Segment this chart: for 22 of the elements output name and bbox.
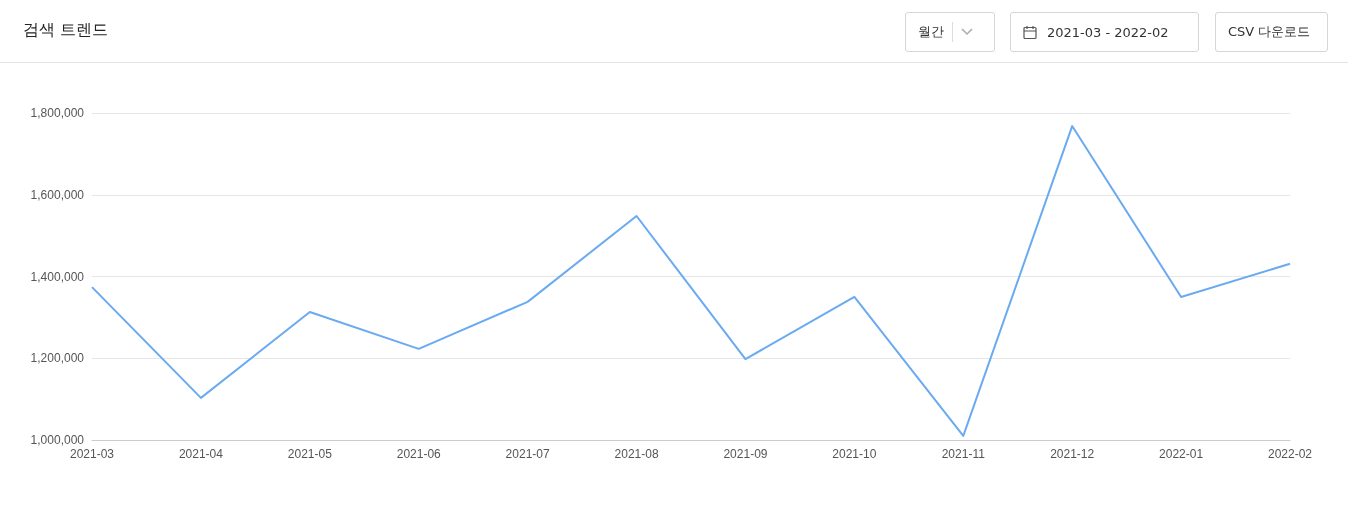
y-tick-label: 1,800,000 [30,106,85,120]
text: 월간 [918,23,944,41]
x-tick-label: 2021-04 [178,447,224,461]
x-tick-label: 2021-07 [505,447,550,461]
line-series [91,125,1291,437]
x-tick-label: 2021-12 [1050,447,1095,461]
x-tick-label: 2021-08 [614,447,659,461]
x-tick-label: 2021-03 [69,447,115,461]
y-tick-label: 1,600,000 [30,187,85,202]
x-tick-label: 2021-06 [396,447,442,461]
y-tick-label: 1,200,000 [30,351,85,366]
x-tick-label: 2021-10 [832,447,877,461]
text: CSV 다운로드 [1228,23,1311,41]
x-tick-label: 2021-09 [723,447,768,461]
x-tick-label: 2022-02 [1267,447,1313,461]
x-tick-label: 2021-05 [287,447,333,461]
text: 2021-03 - 2022-02 [1047,24,1169,40]
y-tick-label: 1,000,000 [30,433,85,447]
x-tick-label: 2022-01 [1159,447,1204,461]
x-tick-label: 2021-11 [941,447,986,461]
y-tick-label: 1,400,000 [30,269,85,284]
chart-title: 검색 트렌드 [23,20,109,41]
